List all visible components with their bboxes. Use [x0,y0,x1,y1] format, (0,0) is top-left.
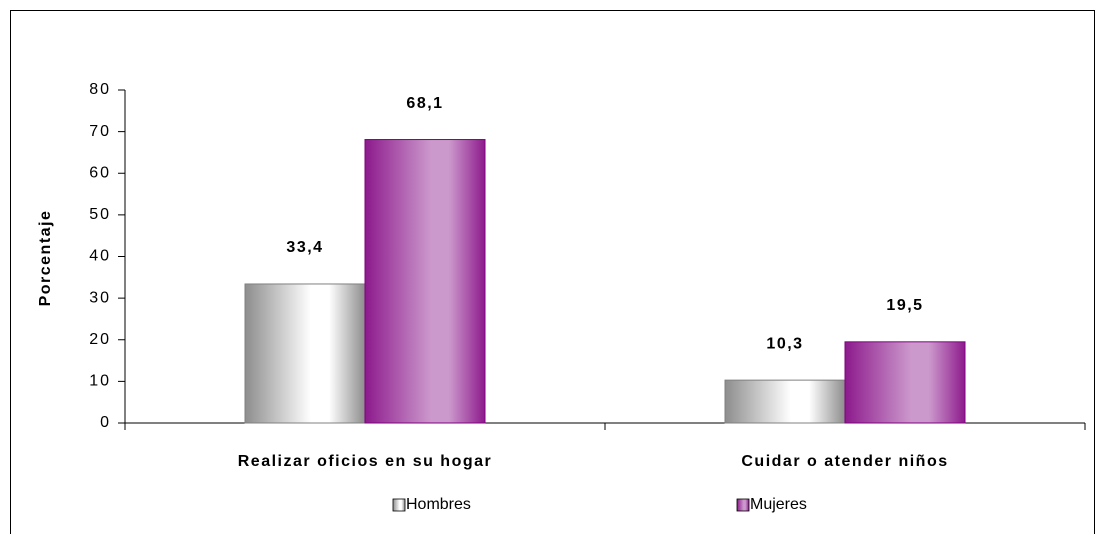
y-tick-label: 0 [100,414,111,431]
legend-swatch [392,498,406,512]
y-tick-label: 20 [89,331,111,348]
y-tick-label: 80 [89,81,111,98]
y-tick-label: 60 [89,164,111,181]
y-tick-label: 10 [89,373,111,390]
y-tick-label: 30 [89,289,111,306]
bar [844,341,966,424]
value-label: 68,1 [406,95,443,112]
value-label: 19,5 [886,297,923,314]
legend-label: Hombres [406,496,471,513]
y-tick-label: 40 [89,248,111,265]
bar [364,139,486,424]
chart-border [10,10,1095,534]
bar [724,379,846,424]
value-label: 10,3 [766,335,803,352]
value-label: 33,4 [286,239,323,256]
legend-label: Mujeres [750,496,807,513]
x-tick-label: Realizar oficios en su hogar [238,453,493,470]
y-axis-label: Porcentaje [37,210,54,307]
bar [244,283,366,424]
legend-swatch [736,498,750,512]
y-tick-label: 50 [89,206,111,223]
y-tick-label: 70 [89,123,111,140]
x-tick-label: Cuidar o atender niños [741,453,948,470]
